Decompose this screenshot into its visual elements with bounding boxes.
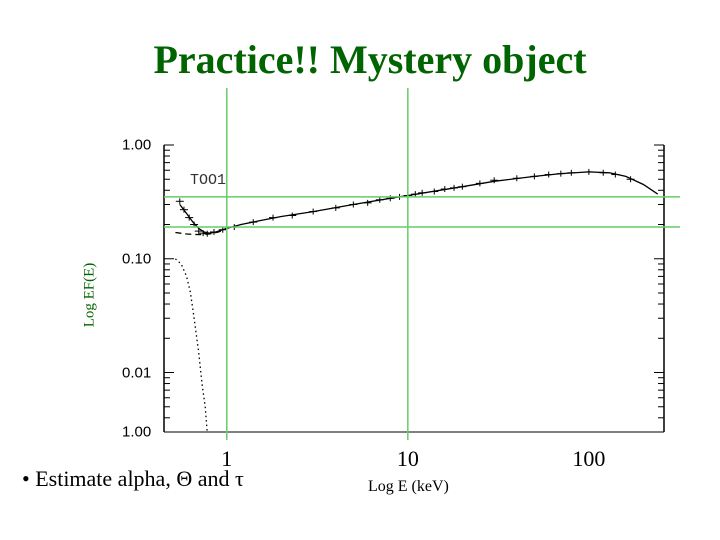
- x-axis-label: Log E (keV): [368, 478, 449, 495]
- data-point: [199, 230, 208, 237]
- data-point: [179, 206, 188, 213]
- data-point: [418, 189, 427, 196]
- data-point: [309, 208, 318, 215]
- bullet-text: • Estimate alpha, Θ and τ: [22, 466, 244, 491]
- data-point: [490, 177, 499, 184]
- y-tick-label: 1.00: [122, 423, 152, 441]
- data-point: [512, 175, 521, 182]
- data-point: [530, 173, 539, 180]
- data-point: [544, 171, 553, 178]
- data-point: [331, 204, 340, 211]
- data-point: [611, 171, 620, 178]
- data-point: [584, 168, 593, 175]
- x-tick-label: 1: [221, 446, 233, 471]
- x-tick-label: 100: [572, 446, 606, 471]
- data-point: [440, 186, 449, 193]
- data-point: [210, 228, 219, 235]
- series-line-dotted: [174, 258, 208, 433]
- data-point: [185, 214, 194, 221]
- data-point: [450, 184, 459, 191]
- x-tick-label: 10: [396, 446, 419, 471]
- data-point: [375, 196, 384, 203]
- data-point: [626, 176, 635, 183]
- data-point: [475, 180, 484, 187]
- data-point: [268, 214, 277, 221]
- data-point: [363, 199, 372, 206]
- series-line-solid: [179, 171, 659, 234]
- axis-ticks: [164, 144, 664, 433]
- y-tick-label: 0.10: [122, 250, 152, 268]
- data-point: [194, 228, 203, 235]
- slide-title: Practice!! Mystery object: [153, 37, 587, 82]
- data-point: [175, 198, 184, 205]
- data-point: [203, 230, 212, 237]
- data-point: [458, 183, 467, 190]
- plot-frame: [163, 145, 665, 433]
- plot-label: TOO1: [190, 172, 227, 189]
- data-point: [567, 169, 576, 176]
- series-line-dashed: [175, 227, 228, 236]
- data-points-group: [175, 168, 635, 237]
- data-point: [349, 201, 358, 208]
- y-tick-label: 1.00: [122, 136, 152, 154]
- data-point: [599, 169, 608, 176]
- data-point: [288, 212, 297, 219]
- data-point: [556, 170, 565, 177]
- y-tick-label: 0.01: [122, 364, 152, 382]
- data-point: [249, 219, 258, 226]
- guide-lines: [164, 88, 680, 440]
- series-group: [174, 171, 659, 433]
- y-axis-label: Log EF(E): [81, 262, 98, 328]
- data-point: [430, 188, 439, 195]
